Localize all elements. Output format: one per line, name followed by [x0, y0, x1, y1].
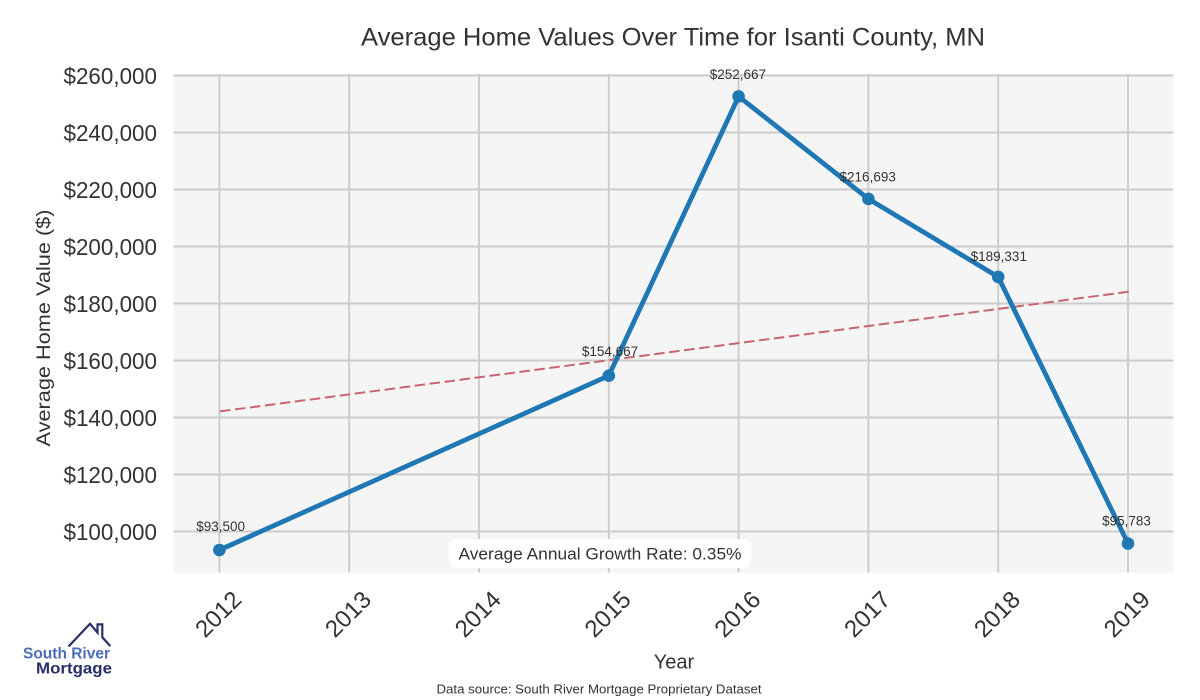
svg-text:$120,000: $120,000: [64, 462, 158, 488]
svg-text:$189,331: $189,331: [971, 249, 1027, 264]
svg-text:Average Home Values Over Time: Average Home Values Over Time for Isanti…: [361, 24, 985, 52]
svg-text:Year: Year: [654, 651, 695, 673]
svg-text:$95,783: $95,783: [1102, 514, 1151, 529]
svg-text:$200,000: $200,000: [64, 234, 158, 260]
svg-text:$240,000: $240,000: [64, 120, 158, 146]
svg-text:$260,000: $260,000: [64, 63, 158, 89]
svg-text:$216,693: $216,693: [840, 170, 896, 185]
svg-text:South River: South River: [23, 645, 110, 662]
svg-text:Data source: South River Mortg: Data source: South River Mortgage Propri…: [437, 681, 762, 696]
svg-text:$100,000: $100,000: [64, 519, 158, 545]
svg-text:$140,000: $140,000: [64, 405, 158, 431]
svg-text:$154,667: $154,667: [582, 344, 638, 359]
svg-text:$180,000: $180,000: [64, 291, 158, 317]
svg-text:$252,667: $252,667: [710, 67, 766, 82]
svg-text:Mortgage: Mortgage: [36, 660, 112, 677]
svg-text:$160,000: $160,000: [64, 348, 158, 374]
svg-text:$93,500: $93,500: [196, 519, 245, 534]
svg-text:Average Home Value ($): Average Home Value ($): [33, 210, 55, 447]
svg-text:Average Annual Growth Rate: 0.: Average Annual Growth Rate: 0.35%: [459, 545, 742, 564]
svg-text:$220,000: $220,000: [64, 177, 158, 203]
